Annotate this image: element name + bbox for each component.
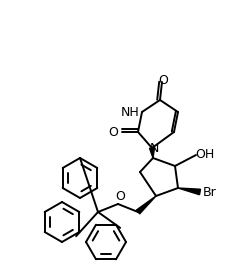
Text: O: O bbox=[108, 126, 118, 139]
Text: OH: OH bbox=[195, 148, 215, 160]
Polygon shape bbox=[136, 196, 156, 214]
Text: O: O bbox=[115, 189, 125, 202]
Polygon shape bbox=[178, 188, 201, 195]
Text: NH: NH bbox=[121, 106, 139, 119]
Polygon shape bbox=[150, 148, 154, 158]
Text: O: O bbox=[158, 74, 168, 88]
Text: Br: Br bbox=[203, 186, 217, 200]
Text: N: N bbox=[149, 143, 159, 156]
